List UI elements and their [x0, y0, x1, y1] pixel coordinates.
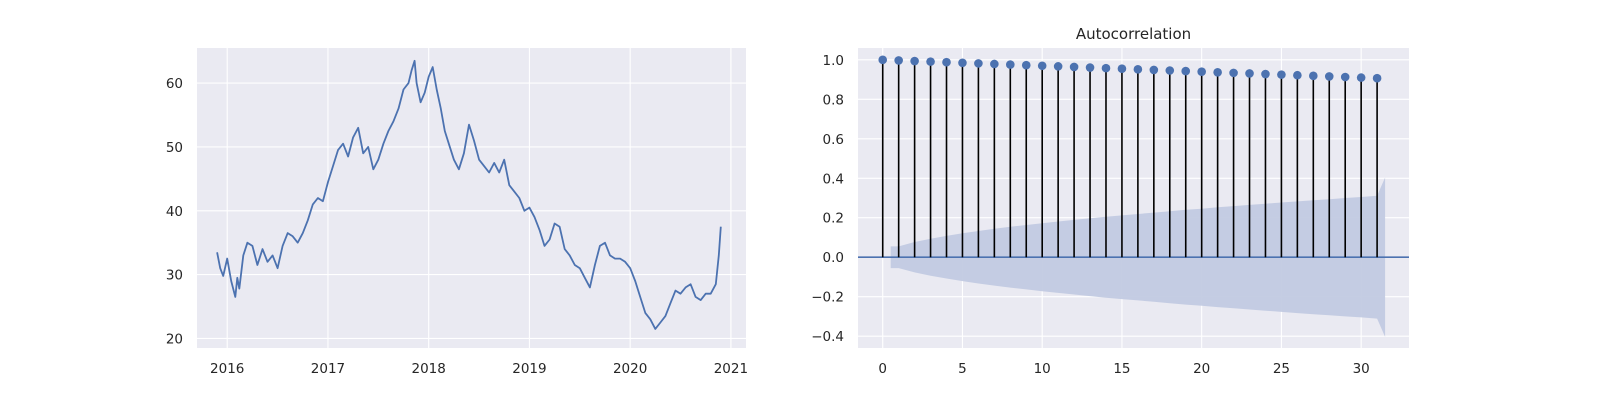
price-x-tick-label: 2021: [714, 361, 748, 377]
acf-point-marker: [1277, 70, 1286, 79]
acf-x-tick-label: 15: [1113, 361, 1130, 377]
acf-point-marker: [974, 59, 983, 68]
acf-point-marker: [1261, 69, 1270, 79]
acf-point-marker: [1069, 62, 1079, 72]
acf-point-marker: [1085, 63, 1095, 72]
acf-point-marker: [1037, 61, 1047, 71]
acf-y-tick-label: 1.0: [823, 53, 844, 69]
acf-point-marker: [1213, 67, 1222, 77]
acf-y-tick-label: 0.4: [823, 171, 844, 187]
price-series: [216, 59, 722, 330]
price-y-tick-label: 40: [166, 204, 183, 220]
price-line-chart: 2016 2017 2018 2019 2020 2021 20 30 40 50 60: [166, 48, 748, 377]
acf-point-marker: [1053, 62, 1063, 71]
acf-x-axis: 0 5 10 15 20 25 30: [878, 361, 1369, 377]
price-y-tick-label: 20: [166, 331, 183, 347]
acf-point-marker: [894, 56, 903, 65]
price-y-axis: 20 30 40 50 60: [166, 76, 183, 347]
acf-point-marker: [1149, 65, 1159, 75]
acf-point-marker: [942, 57, 951, 67]
acf-point-marker: [1293, 70, 1302, 80]
acf-point-marker: [1324, 72, 1334, 81]
acf-x-tick-label: 5: [958, 361, 967, 377]
price-y-tick-label: 50: [166, 140, 183, 156]
acf-point-marker: [1309, 71, 1318, 81]
acf-point-marker: [926, 57, 935, 66]
acf-point-marker: [1117, 64, 1127, 74]
acf-x-tick-label: 0: [878, 361, 887, 377]
acf-point-marker: [1340, 72, 1350, 82]
acf-point-marker: [1229, 68, 1238, 78]
acf-point-marker: [1021, 60, 1031, 70]
acf-title: Autocorrelation: [1076, 25, 1191, 43]
price-x-tick-label: 2016: [210, 361, 244, 377]
acf-y-tick-label: 0.2: [823, 211, 844, 227]
price-x-tick-label: 2020: [613, 361, 647, 377]
price-x-tick-label: 2018: [412, 361, 446, 377]
price-x-axis: 2016 2017 2018 2019 2020 2021: [210, 361, 748, 377]
acf-point-marker: [1165, 66, 1175, 75]
acf-point-marker: [1245, 69, 1254, 78]
acf-point-marker: [958, 58, 967, 68]
price-y-tick-label: 30: [166, 268, 183, 284]
price-grid: [197, 48, 746, 348]
acf-y-tick-label: −0.4: [811, 329, 844, 345]
acf-point-marker: [1356, 73, 1366, 82]
acf-point-marker: [1006, 60, 1015, 69]
acf-point-marker: [910, 56, 919, 66]
acf-point-marker: [1197, 67, 1206, 76]
acf-y-tick-label: 0.8: [823, 92, 844, 108]
acf-y-tick-label: 0.0: [823, 250, 844, 266]
price-x-tick-label: 2019: [512, 361, 546, 377]
acf-point-marker: [878, 55, 888, 65]
acf-y-tick-label: 0.6: [823, 132, 844, 148]
acf-x-tick-label: 25: [1273, 361, 1290, 377]
price-x-tick-label: 2017: [311, 361, 345, 377]
acf-point-marker: [1181, 66, 1191, 76]
acf-point-marker: [990, 59, 999, 69]
price-plot-background: [197, 48, 746, 348]
price-y-tick-label: 60: [166, 76, 183, 92]
acf-x-tick-label: 10: [1034, 361, 1051, 377]
acf-point-marker: [1372, 73, 1382, 83]
acf-point-marker: [1101, 63, 1111, 73]
acf-point-marker: [1133, 65, 1143, 74]
autocorrelation-chart: 0 5 10 15 20 25 30 −0.4−0.20.00.20.40.60.81.0 …: [811, 25, 1409, 377]
acf-x-tick-label: 20: [1193, 361, 1210, 377]
acf-x-tick-label: 30: [1353, 361, 1370, 377]
acf-stems: [858, 55, 1409, 259]
price-series-line: [216, 59, 722, 330]
acf-y-axis: −0.4 −0.2 0.0 0.2 0.4 0.6 0.8 1.0: [811, 53, 844, 345]
acf-y-tick-label: −0.2: [811, 290, 844, 306]
